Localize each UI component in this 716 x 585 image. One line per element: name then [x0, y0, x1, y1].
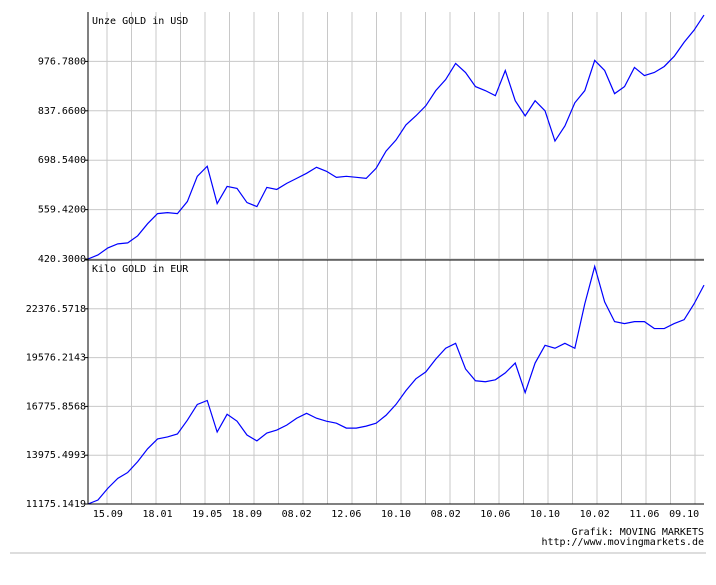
- y-tick-label: 16775.8568: [26, 401, 86, 412]
- x-tick-label: 10.10: [381, 509, 411, 520]
- y-tick-label: 19576.2143: [26, 353, 86, 364]
- y-tick-label: 837.6600: [38, 106, 86, 117]
- credit-url: http://www.movingmarkets.de: [541, 537, 704, 548]
- x-tick-label: 18.09: [232, 509, 262, 520]
- x-tick-label: 18.01: [142, 509, 172, 520]
- x-tick-label: 10.06: [480, 509, 510, 520]
- y-tick-label: 976.7800: [38, 56, 86, 67]
- y-tick-label: 559.4200: [38, 205, 86, 216]
- y-tick-label: 11175.1419: [26, 499, 86, 510]
- panel-title: Unze GOLD in USD: [92, 16, 188, 27]
- x-tick-label: 10.10: [530, 509, 560, 520]
- data-line: [87, 264, 705, 505]
- y-tick-label: 22376.5718: [26, 304, 86, 315]
- x-tick-label: 12.06: [331, 509, 361, 520]
- y-tick-label: 13975.4993: [26, 450, 86, 461]
- credit: Grafik: MOVING MARKETS: [572, 527, 704, 538]
- x-tick-label: 08.02: [282, 509, 312, 520]
- x-tick-label: 10.02: [580, 509, 610, 520]
- x-tick-label: 11.06: [629, 509, 659, 520]
- x-tick-label: 09.10: [669, 509, 699, 520]
- y-tick-label: 698.5400: [38, 155, 86, 166]
- panel-title: Kilo GOLD in EUR: [92, 264, 189, 275]
- x-tick-label: 08.02: [431, 509, 461, 520]
- data-line: [87, 14, 705, 260]
- x-tick-label: 19.05: [192, 509, 222, 520]
- y-tick-label: 420.3000: [38, 254, 86, 265]
- x-tick-label: 15.09: [93, 509, 123, 520]
